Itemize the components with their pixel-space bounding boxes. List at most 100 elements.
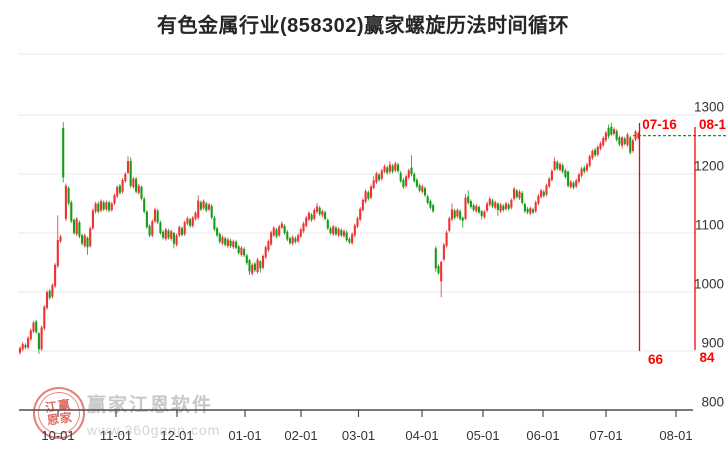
candle-body: [537, 195, 540, 204]
candle-body: [116, 186, 119, 197]
candle-body: [477, 207, 481, 213]
candle-body: [43, 306, 46, 329]
candle-body: [604, 132, 607, 141]
candle-body: [356, 218, 359, 227]
candle-body: [610, 126, 613, 135]
candle-body: [113, 195, 116, 204]
candle-body: [383, 166, 386, 172]
candle-body: [518, 191, 521, 199]
candle-body: [186, 218, 189, 224]
candle-body: [423, 188, 427, 196]
candle-body: [162, 231, 165, 238]
candle-body: [545, 185, 548, 195]
candle-body: [191, 217, 194, 226]
candle-body: [272, 227, 275, 236]
candle-body: [64, 185, 67, 219]
candle-body: [62, 127, 65, 178]
y-axis-label: 1100: [695, 218, 724, 233]
candle-body: [153, 209, 157, 222]
candle-body: [440, 261, 443, 282]
candle-body: [491, 200, 494, 207]
candle-body: [299, 229, 302, 237]
candle-body: [27, 338, 30, 348]
candle-body: [407, 170, 410, 178]
x-axis-label: 06-01: [526, 428, 559, 443]
candle-body: [629, 137, 632, 153]
candle-body: [297, 235, 300, 242]
candle-body: [459, 211, 462, 219]
candle-body: [24, 345, 27, 348]
candle-body: [378, 174, 381, 180]
candle-body: [221, 237, 224, 244]
candle-body: [480, 211, 483, 216]
candle-body: [108, 202, 111, 211]
candle-body: [577, 174, 580, 182]
candle-body: [329, 228, 332, 233]
candle-body: [507, 204, 510, 209]
candle-body: [137, 185, 140, 193]
candle-body: [286, 231, 289, 240]
candle-body: [175, 235, 178, 245]
candle-body: [172, 233, 175, 244]
candle-body: [469, 201, 472, 208]
candle-body: [59, 236, 62, 242]
candle-body: [183, 222, 186, 235]
candle-body: [218, 234, 221, 242]
candle-body: [118, 185, 121, 193]
candle-body: [151, 221, 154, 236]
x-axis-label: 01-01: [228, 428, 261, 443]
candle-body: [623, 138, 626, 144]
candle-body: [486, 203, 489, 211]
candle-body: [594, 149, 597, 156]
candle-body: [145, 211, 148, 228]
candle-body: [307, 212, 310, 220]
candle-body: [596, 146, 599, 155]
candle-body: [410, 167, 413, 174]
candle-body: [89, 228, 92, 246]
candle-body: [515, 190, 518, 198]
candle-body: [550, 171, 553, 180]
candle-body: [164, 229, 167, 239]
candle-body: [542, 191, 545, 196]
candle-body: [37, 333, 40, 350]
candle-body: [386, 167, 389, 173]
candle-body: [94, 203, 97, 212]
candle-body: [32, 322, 35, 332]
candle-body: [234, 241, 238, 248]
candle-body: [521, 192, 524, 203]
y-axis-label: 1300: [694, 100, 724, 115]
candle-body: [132, 178, 135, 187]
candle-body: [194, 212, 197, 219]
candle-body: [612, 129, 616, 134]
candle-body: [45, 292, 49, 308]
candle-body: [631, 140, 634, 151]
y-axis-label: 1000: [694, 277, 724, 292]
candle-body: [583, 167, 586, 172]
candle-body: [321, 211, 324, 216]
x-axis-label: 11-01: [100, 428, 132, 443]
candle-body: [148, 225, 151, 236]
candle-body: [626, 134, 629, 146]
candle-body: [224, 238, 227, 245]
candle-body: [618, 137, 621, 145]
candle-body: [243, 248, 246, 256]
candle-body: [496, 203, 499, 210]
candle-body: [415, 179, 418, 187]
candle-body: [229, 240, 232, 246]
candle-body: [599, 143, 602, 149]
candle-body: [135, 178, 138, 192]
x-axis-label: 02-01: [284, 428, 317, 443]
candle-body: [445, 232, 448, 246]
candle-body: [561, 165, 564, 172]
candle-body: [494, 202, 497, 208]
candle-body: [180, 228, 184, 235]
candle-body: [340, 230, 343, 236]
candle-body: [56, 240, 59, 267]
candle-body: [502, 205, 505, 210]
candle-body: [18, 348, 22, 353]
candle-body: [575, 180, 578, 187]
candle-body: [399, 172, 402, 182]
candle-body: [259, 261, 262, 269]
candle-body: [353, 225, 356, 236]
